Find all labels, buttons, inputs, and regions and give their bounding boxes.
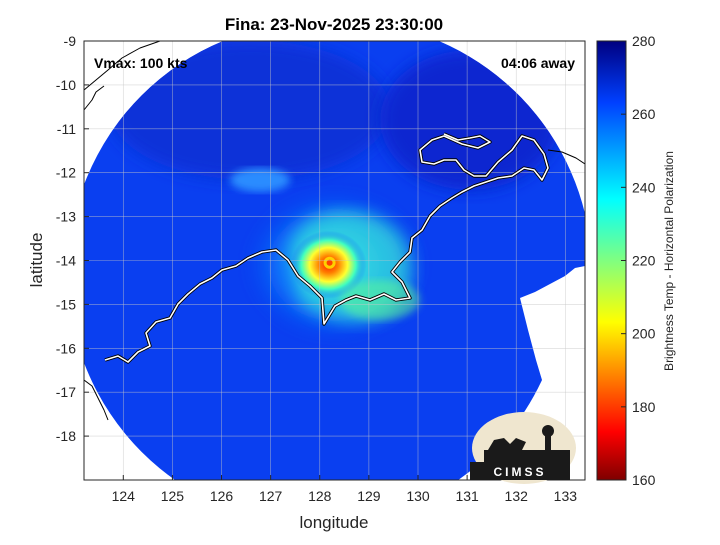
colorbar-tick-label: 280 [632,33,656,49]
logo-tower [545,436,551,452]
x-tick-label: 126 [210,488,234,504]
logo-building [484,450,570,462]
coastline-outside [84,379,109,421]
x-axis-label: longitude [299,513,368,532]
outflow-region [340,280,420,320]
y-axis-label: latitude [27,233,46,288]
y-tick-label: -16 [56,340,76,356]
logo-water-tower-icon [542,425,554,437]
chart-title: Fina: 23-Nov-2025 23:30:00 [225,15,443,34]
coastline-outside [84,41,161,91]
coastline [84,41,585,421]
colorbar-tick-label: 200 [632,326,656,342]
colorbar-ticks: 160 180 200 220 240 260 280 [621,33,656,488]
x-tick-label: 129 [357,488,381,504]
y-tick-label: -9 [64,33,77,49]
x-tick-label: 130 [406,488,430,504]
coastline-mainland [104,133,549,363]
y-tick-label: -17 [56,384,76,400]
x-axis: 124 125 126 127 128 129 130 131 132 133 [112,475,578,504]
logo-banner [470,462,570,480]
y-axis: -9 -10 -11 -12 -13 -14 -15 -16 -17 -18 [56,33,89,444]
vmax-annotation: Vmax: 100 kts [94,55,188,71]
colorbar-tick-label: 180 [632,399,656,415]
x-tick-label: 127 [259,488,283,504]
colorbar-tick-label: 160 [632,472,656,488]
eye-center [326,259,333,266]
colorbar-tick-label: 260 [632,106,656,122]
y-tick-label: -18 [56,428,76,444]
x-tick-label: 124 [112,488,136,504]
coastline-outside [547,149,585,165]
colorbar-tick-label: 220 [632,253,656,269]
cimss-logo: CIMSS [470,412,576,484]
y-tick-label: -12 [56,165,76,181]
coastline-outside [84,85,105,111]
y-tick-label: -15 [56,296,76,312]
x-tick-label: 132 [505,488,529,504]
y-tick-label: -14 [56,253,76,269]
x-tick-label: 131 [455,488,479,504]
y-tick-label: -10 [56,77,76,93]
logo-text: CIMSS [493,465,546,479]
time-away-annotation: 04:06 away [501,55,575,71]
swath-light-band [230,168,290,192]
x-tick-label: 128 [308,488,332,504]
logo-observatory-icon [488,438,526,450]
x-tick-label: 125 [161,488,185,504]
colorbar-tick-label: 240 [632,179,656,195]
y-tick-label: -11 [57,121,76,137]
y-tick-label: -13 [56,209,76,225]
colorbar-label: Brightness Temp - Horizontal Polarizatio… [662,151,676,371]
x-tick-label: 133 [554,488,578,504]
